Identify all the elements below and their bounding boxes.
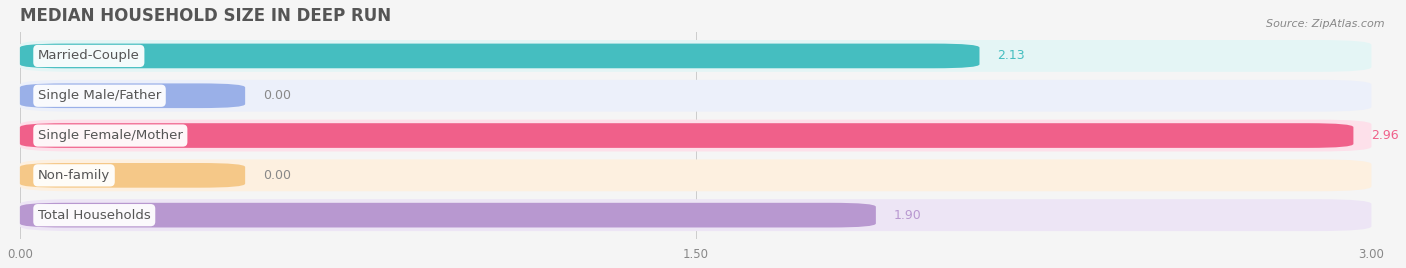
FancyBboxPatch shape: [20, 44, 980, 68]
Text: Single Male/Father: Single Male/Father: [38, 89, 162, 102]
Text: Married-Couple: Married-Couple: [38, 49, 139, 62]
FancyBboxPatch shape: [20, 203, 876, 228]
FancyBboxPatch shape: [20, 80, 1371, 112]
Text: Total Households: Total Households: [38, 209, 150, 222]
Text: 0.00: 0.00: [263, 89, 291, 102]
FancyBboxPatch shape: [20, 40, 1371, 72]
FancyBboxPatch shape: [20, 163, 245, 188]
FancyBboxPatch shape: [20, 120, 1371, 151]
FancyBboxPatch shape: [20, 199, 1371, 231]
FancyBboxPatch shape: [20, 159, 1371, 191]
FancyBboxPatch shape: [20, 83, 245, 108]
Text: Non-family: Non-family: [38, 169, 110, 182]
Text: 2.96: 2.96: [1371, 129, 1399, 142]
Text: 0.00: 0.00: [263, 169, 291, 182]
Text: 1.90: 1.90: [894, 209, 922, 222]
Text: 2.13: 2.13: [997, 49, 1025, 62]
FancyBboxPatch shape: [20, 123, 1354, 148]
Text: MEDIAN HOUSEHOLD SIZE IN DEEP RUN: MEDIAN HOUSEHOLD SIZE IN DEEP RUN: [20, 7, 391, 25]
Text: Source: ZipAtlas.com: Source: ZipAtlas.com: [1267, 19, 1385, 29]
Text: Single Female/Mother: Single Female/Mother: [38, 129, 183, 142]
